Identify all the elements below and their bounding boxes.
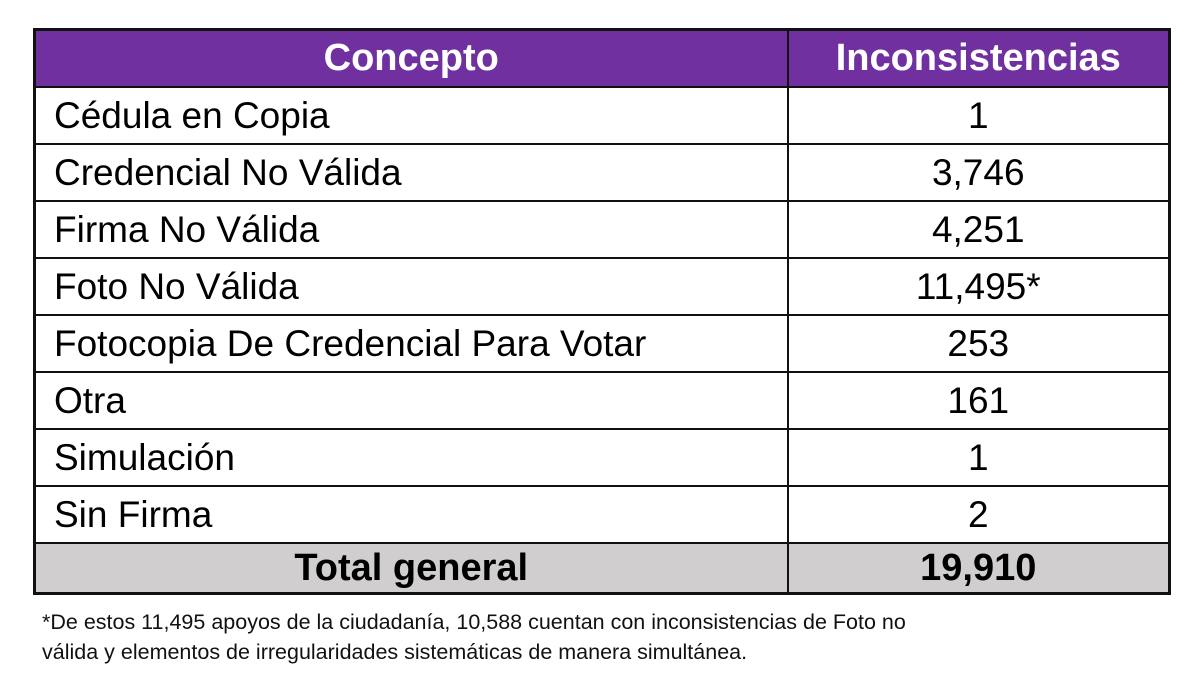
total-value: 19,910 — [786, 542, 1171, 595]
footnote: *De estos 11,495 apoyos de la ciudadanía… — [42, 607, 1142, 667]
table-row: Credencial No Válida 3,746 — [33, 143, 1171, 202]
table-row: Fotocopia De Credencial Para Votar 253 — [33, 314, 1171, 373]
header-inconsistencias: Inconsistencias — [786, 28, 1171, 88]
table-row: Otra 161 — [33, 371, 1171, 430]
table-row: Cédula en Copia 1 — [33, 86, 1171, 145]
table-header-row: Concepto Inconsistencias — [33, 28, 1171, 88]
footnote-line-1: *De estos 11,495 apoyos de la ciudadanía… — [42, 610, 906, 634]
footnote-line-2: válida y elementos de irregularidades si… — [42, 640, 748, 664]
row-value: 11,495* — [786, 257, 1171, 316]
row-label: Simulación — [33, 428, 789, 487]
table-row: Foto No Válida 11,495* — [33, 257, 1171, 316]
row-label: Fotocopia De Credencial Para Votar — [33, 314, 789, 373]
row-label: Firma No Válida — [33, 200, 789, 259]
row-value: 4,251 — [786, 200, 1171, 259]
row-value: 2 — [786, 485, 1171, 544]
row-value: 3,746 — [786, 143, 1171, 202]
row-value: 1 — [786, 86, 1171, 145]
inconsistencies-table: Concepto Inconsistencias Cédula en Copia… — [33, 28, 1171, 595]
row-label: Otra — [33, 371, 789, 430]
row-value: 1 — [786, 428, 1171, 487]
total-row: Total general 19,910 — [33, 542, 1171, 595]
header-concepto: Concepto — [33, 28, 789, 88]
table-row: Firma No Válida 4,251 — [33, 200, 1171, 259]
table-row: Simulación 1 — [33, 428, 1171, 487]
row-label: Foto No Válida — [33, 257, 789, 316]
row-label: Sin Firma — [33, 485, 789, 544]
row-value: 161 — [786, 371, 1171, 430]
row-value: 253 — [786, 314, 1171, 373]
row-label: Cédula en Copia — [33, 86, 789, 145]
table-row: Sin Firma 2 — [33, 485, 1171, 544]
total-label: Total general — [33, 542, 789, 595]
row-label: Credencial No Válida — [33, 143, 789, 202]
